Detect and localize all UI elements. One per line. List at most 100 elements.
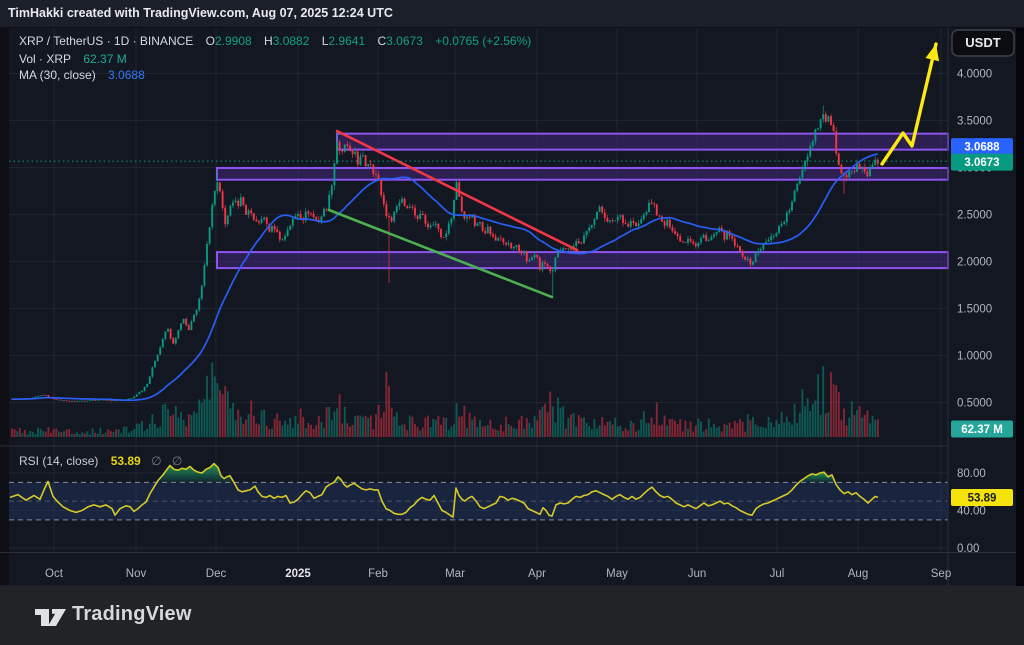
candle-body <box>827 116 830 122</box>
volume-bar <box>226 391 229 437</box>
volume-bar <box>265 425 268 437</box>
tradingview-wordmark[interactable]: TradingView <box>72 603 192 625</box>
currency-toggle-label[interactable]: USDT <box>965 35 1000 50</box>
candle-body <box>354 151 357 155</box>
volume-bar <box>315 425 318 437</box>
volume-bar <box>494 429 497 437</box>
currency-toggle-button[interactable] <box>951 29 1015 57</box>
rsi-value-badge-text[interactable]: 53.89 <box>968 493 997 505</box>
time-tick-label[interactable]: Mar <box>445 568 465 580</box>
candle-body <box>239 197 242 207</box>
time-tick-label[interactable]: Apr <box>528 568 546 580</box>
symbol-name[interactable]: XRP / TetherUS · 1D · BINANCE <box>19 34 194 48</box>
volume-bar <box>858 406 861 437</box>
candle-body <box>445 233 448 238</box>
candle-body <box>401 198 403 203</box>
ma-value-badge-text[interactable]: 3.0688 <box>964 142 1000 154</box>
symbol-legend-row[interactable]: XRP / TetherUS · 1D · BINANCE O2.9908 H3… <box>19 34 531 48</box>
ma-label[interactable]: MA (30, close) <box>19 68 96 82</box>
candle-body <box>42 394 45 396</box>
price-tick-label[interactable]: 1.0000 <box>957 351 992 363</box>
rsi-tick-label[interactable]: 80.00 <box>957 468 986 480</box>
candle-body <box>783 222 786 224</box>
rsi-overbought-fill <box>800 472 835 483</box>
candle-body <box>824 114 827 122</box>
time-tick-label[interactable]: Sep <box>931 568 951 580</box>
time-tick-label[interactable]: May <box>606 568 628 580</box>
volume-bar <box>700 421 702 437</box>
time-tick-label[interactable]: 2025 <box>285 568 311 580</box>
volume-bar <box>406 430 409 437</box>
candle-body <box>858 164 861 169</box>
volume-bar <box>518 419 520 437</box>
volume-bar <box>471 419 474 437</box>
candle-body <box>299 214 302 219</box>
volume-bar <box>338 394 341 437</box>
tradingview-logo-icon[interactable] <box>34 602 68 632</box>
rsi-tick-label[interactable]: 0.00 <box>957 543 979 555</box>
time-tick-label[interactable]: Oct <box>45 568 64 580</box>
volume-bar <box>564 428 567 437</box>
high-label: H <box>264 34 273 48</box>
rsi-legend-row[interactable]: RSI (14, close) 53.89 ∅ ∅ <box>19 454 182 468</box>
close-value: 3.0673 <box>386 34 423 48</box>
candle-body <box>707 240 710 241</box>
rsi-label[interactable]: RSI (14, close) <box>19 454 99 468</box>
candle-body <box>801 169 804 178</box>
last-price-badge-text[interactable]: 3.0673 <box>964 157 999 169</box>
time-tick-label[interactable]: Aug <box>848 568 868 580</box>
volume-bar <box>515 428 518 437</box>
candle-body <box>432 224 435 226</box>
volume-bar <box>567 417 570 437</box>
volume-bar <box>281 425 284 437</box>
volume-bar <box>843 408 845 437</box>
volume-bar <box>429 427 432 437</box>
candle-body <box>367 164 370 167</box>
volume-bar <box>359 415 362 437</box>
volume-bar <box>728 422 731 437</box>
volume-bar <box>572 413 575 437</box>
candle-body <box>505 242 507 245</box>
time-tick-label[interactable]: Dec <box>206 568 227 580</box>
volume-bar <box>510 425 513 437</box>
time-tick-label[interactable]: Nov <box>126 568 147 580</box>
candle-body <box>411 206 414 208</box>
price-tick-label[interactable]: 2.5000 <box>957 210 992 222</box>
price-tick-label[interactable]: 3.5000 <box>957 116 992 128</box>
projection-arrow[interactable] <box>880 42 938 166</box>
volume-bar <box>372 429 375 437</box>
volume-bar <box>520 415 523 437</box>
trendline-descending-resistance[interactable] <box>335 129 579 252</box>
rsi-tick-label[interactable]: 40.00 <box>957 506 986 518</box>
candle-body <box>68 400 71 402</box>
time-tick-label[interactable]: Jun <box>688 568 707 580</box>
rsi-overbought-fill <box>157 463 233 483</box>
time-tick-label[interactable]: Feb <box>368 568 388 580</box>
volume-bar <box>785 416 788 437</box>
ma-legend-row[interactable]: MA (30, close) 3.0688 <box>19 68 145 82</box>
volume-value: 62.37 M <box>83 52 127 66</box>
price-tick-label[interactable]: 2.0000 <box>957 257 992 269</box>
candle-body <box>757 250 760 254</box>
volume-bar <box>523 428 526 437</box>
volume-bar <box>718 426 721 437</box>
volume-bar <box>798 412 801 437</box>
price-tick-label[interactable]: 1.5000 <box>957 304 992 316</box>
candle-body <box>848 171 851 178</box>
volume-value-badge-text[interactable]: 62.37 M <box>961 424 1003 436</box>
candle-body <box>720 227 723 231</box>
volume-label[interactable]: Vol · XRP <box>19 52 72 66</box>
volume-bar <box>746 414 749 437</box>
candle-body <box>603 212 606 218</box>
volume-bar <box>663 415 666 437</box>
candle-body <box>687 238 689 243</box>
price-tick-label[interactable]: 4.0000 <box>957 69 992 81</box>
time-tick-label[interactable]: Jul <box>770 568 785 580</box>
price-tick-label[interactable]: 0.5000 <box>957 398 992 410</box>
trendline-descending-support[interactable] <box>327 208 554 299</box>
candle-body <box>104 399 107 401</box>
volume-legend-row[interactable]: Vol · XRP 62.37 M <box>19 52 127 66</box>
volume-bar <box>554 422 557 437</box>
